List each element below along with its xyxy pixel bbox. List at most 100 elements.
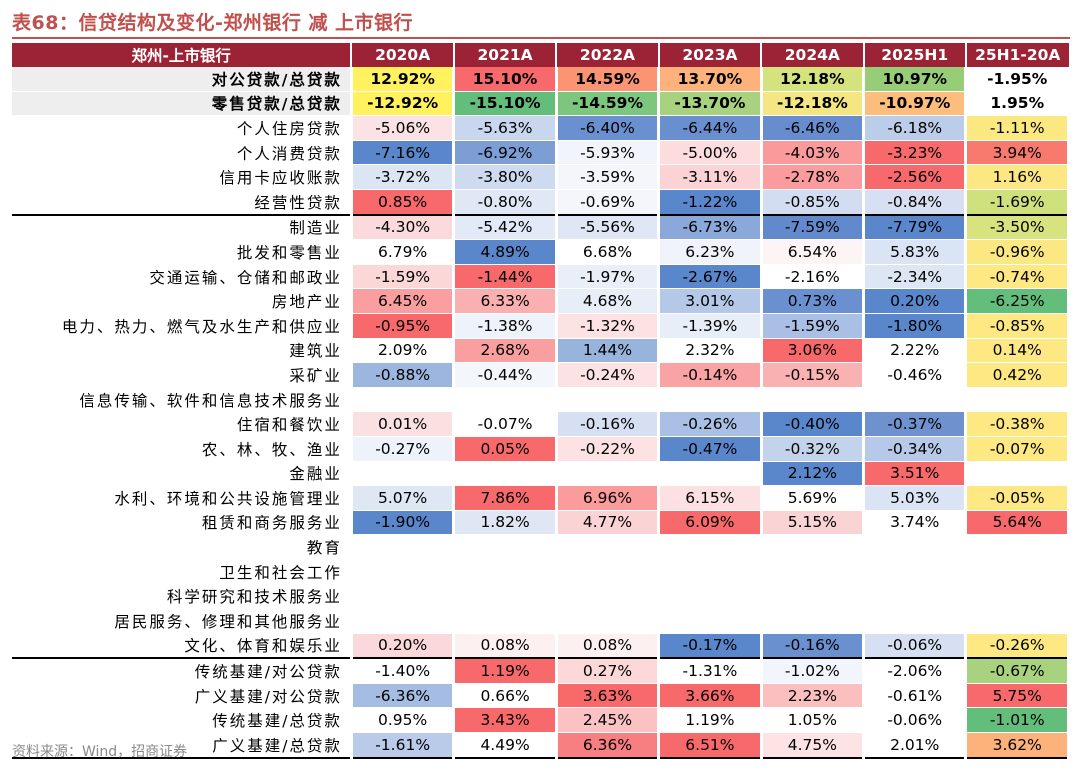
table-row: 金融业 2.12% 3.51% bbox=[12, 461, 1070, 487]
table-row: 对公贷款/总贷款 12.92% 15.10% 14.59% 13.70% 12.18% 10… bbox=[12, 67, 1070, 92]
value-cell: 15.10% bbox=[453, 67, 558, 92]
value-cell: 6.45% bbox=[351, 288, 456, 314]
value-cell bbox=[658, 559, 763, 585]
value-cell: -0.84% bbox=[863, 189, 968, 216]
value-cell: -1.90% bbox=[351, 510, 456, 536]
row-label: 金融业 bbox=[12, 461, 353, 487]
value-cell: -6.44% bbox=[658, 115, 763, 141]
value-cell: -0.44% bbox=[453, 362, 558, 388]
value-cell: -1.69% bbox=[965, 189, 1070, 216]
value-cell: -0.07% bbox=[965, 436, 1070, 462]
value-cell: 3.66% bbox=[658, 683, 763, 709]
column-header: 25H1-20A bbox=[965, 43, 1069, 67]
value-cell bbox=[453, 583, 558, 610]
row-label: 建筑业 bbox=[12, 338, 353, 364]
value-cell: 2.23% bbox=[761, 683, 866, 709]
value-cell: 5.15% bbox=[761, 510, 866, 536]
value-cell: -0.26% bbox=[965, 633, 1070, 659]
table-row: 采矿业 -0.88% -0.44% -0.24% -0.14% -0.15% -0.46% 0… bbox=[12, 362, 1070, 388]
table-row: 住宿和餐饮业 0.01% -0.07% -0.16% -0.26% -0.40% -0.37… bbox=[12, 411, 1070, 437]
value-cell: -0.38% bbox=[965, 411, 1070, 437]
value-cell: -3.80% bbox=[453, 164, 558, 190]
value-cell: -15.10% bbox=[453, 91, 558, 117]
value-cell: -0.16% bbox=[761, 633, 866, 659]
table-row: 传统基建/总贷款 0.95% 3.43% 2.45% 1.19% 1.05% -0.06% -… bbox=[12, 707, 1070, 734]
value-cell: 2.68% bbox=[453, 338, 558, 364]
table-row: 卫生和社会工作 bbox=[12, 559, 1070, 585]
value-cell: -0.85% bbox=[761, 189, 866, 216]
value-cell: -0.69% bbox=[556, 189, 661, 216]
value-cell: -1.80% bbox=[863, 313, 968, 339]
value-cell bbox=[863, 608, 968, 634]
value-cell bbox=[658, 583, 763, 610]
value-cell: 1.19% bbox=[453, 657, 558, 684]
row-label: 卫生和社会工作 bbox=[12, 559, 353, 585]
column-header: 2021A bbox=[453, 43, 558, 67]
value-cell bbox=[965, 387, 1070, 413]
value-cell bbox=[863, 387, 968, 413]
row-label: 个人住房贷款 bbox=[12, 115, 353, 141]
value-cell bbox=[965, 534, 1070, 560]
value-cell: 5.83% bbox=[863, 239, 968, 265]
value-cell bbox=[965, 461, 1070, 487]
row-label: 个人消费贷款 bbox=[12, 140, 353, 166]
value-cell: -1.59% bbox=[761, 313, 866, 339]
value-cell: 6.68% bbox=[556, 239, 661, 265]
row-label: 农、林、牧、渔业 bbox=[12, 436, 353, 462]
value-cell: -3.59% bbox=[556, 164, 661, 190]
value-cell: -1.22% bbox=[658, 189, 763, 216]
row-label: 制造业 bbox=[12, 213, 353, 241]
value-cell: -0.22% bbox=[556, 436, 661, 462]
value-cell bbox=[351, 608, 456, 634]
value-cell: -4.30% bbox=[351, 213, 456, 241]
row-label: 住宿和餐饮业 bbox=[12, 411, 353, 437]
value-cell: -0.16% bbox=[556, 411, 661, 437]
column-header: 2025H1 bbox=[863, 43, 967, 67]
value-cell: 4.68% bbox=[556, 288, 661, 314]
title-divider bbox=[12, 37, 1070, 39]
value-cell: -13.70% bbox=[658, 91, 763, 117]
value-cell: -0.47% bbox=[658, 436, 763, 462]
table-row: 建筑业 2.09% 2.68% 1.44% 2.32% 3.06% 2.22% 0.14% bbox=[12, 338, 1070, 364]
value-cell: -1.11% bbox=[965, 115, 1070, 141]
value-cell: 13.70% bbox=[658, 67, 763, 92]
row-label: 广义基建/总贷款 bbox=[12, 732, 353, 759]
row-label: 采矿业 bbox=[12, 362, 353, 388]
value-cell: 6.51% bbox=[658, 732, 763, 759]
table-row: 文化、体育和娱乐业 0.20% 0.08% 0.08% -0.17% -0.16% -0.0… bbox=[12, 633, 1070, 659]
value-cell: 6.23% bbox=[658, 239, 763, 265]
value-cell: 0.14% bbox=[965, 338, 1070, 364]
table-row: 广义基建/总贷款 -1.61% 4.49% 6.36% 6.51% 4.75% 2.01% 3… bbox=[12, 732, 1070, 759]
value-cell: -0.40% bbox=[761, 411, 866, 437]
row-label: 信用卡应收账款 bbox=[12, 164, 353, 190]
value-cell: -5.63% bbox=[453, 115, 558, 141]
value-cell: -6.36% bbox=[351, 683, 456, 709]
row-label: 交通运输、仓储和邮政业 bbox=[12, 264, 353, 290]
value-cell: -3.50% bbox=[965, 213, 1070, 241]
value-cell: 4.77% bbox=[556, 510, 661, 536]
row-label: 零售贷款/总贷款 bbox=[12, 91, 353, 117]
value-cell bbox=[453, 559, 558, 585]
value-cell bbox=[863, 559, 968, 585]
value-cell: -14.59% bbox=[556, 91, 661, 117]
value-cell: -1.95% bbox=[965, 67, 1070, 92]
value-cell: 5.03% bbox=[863, 485, 968, 511]
value-cell: -10.97% bbox=[863, 91, 968, 117]
value-cell bbox=[556, 559, 661, 585]
value-cell: 0.85% bbox=[351, 189, 456, 216]
value-cell: -0.88% bbox=[351, 362, 456, 388]
value-cell: 0.20% bbox=[863, 288, 968, 314]
value-cell bbox=[351, 559, 456, 585]
row-label: 对公贷款/总贷款 bbox=[12, 67, 353, 92]
value-cell: 4.75% bbox=[761, 732, 866, 759]
value-cell bbox=[351, 461, 456, 487]
value-cell: 3.94% bbox=[965, 140, 1070, 166]
value-cell bbox=[658, 608, 763, 634]
table-title: 表68：信贷结构及变化-郑州银行 减 上市银行 bbox=[12, 12, 414, 34]
table-row: 教育 bbox=[12, 534, 1070, 560]
value-cell: -0.80% bbox=[453, 189, 558, 216]
value-cell: 4.89% bbox=[453, 239, 558, 265]
column-header: 2020A bbox=[351, 43, 455, 67]
value-cell bbox=[658, 534, 763, 560]
table-header-row: 郑州-上市银行 2020A 2021A 2022A 2023A 2024A 20… bbox=[12, 43, 1069, 67]
